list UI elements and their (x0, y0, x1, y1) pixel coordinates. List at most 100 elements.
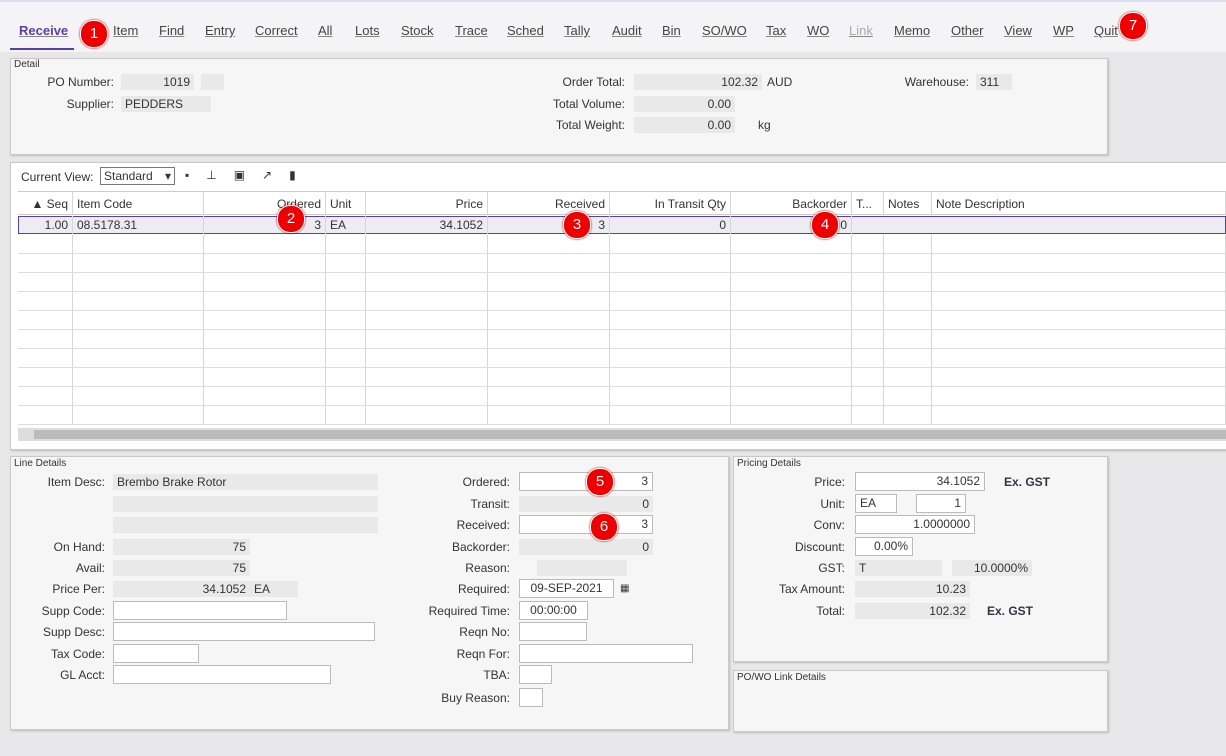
empty-cell (884, 273, 932, 292)
menu-tab[interactable]: SO/WO (702, 23, 747, 38)
readonly-field (113, 496, 378, 512)
grid-cell: 3 (204, 216, 326, 234)
column-header[interactable]: Backorder (731, 191, 852, 215)
empty-cell (731, 349, 852, 368)
menu-tab[interactable]: Audit (612, 23, 642, 38)
input-field[interactable] (113, 622, 375, 641)
empty-cell (488, 254, 610, 273)
input-field[interactable] (519, 644, 693, 663)
scrollbar[interactable] (18, 428, 1226, 441)
field-label: Price: (814, 475, 845, 489)
column-header[interactable]: Unit (326, 191, 366, 215)
menu-tab[interactable]: Receive (19, 23, 69, 38)
empty-cell (884, 349, 932, 368)
empty-cell (932, 254, 1226, 273)
menu-tab[interactable]: Lots (355, 23, 380, 38)
field-label: GST: (818, 561, 845, 575)
column-header[interactable]: Item Code (73, 191, 204, 215)
field-label: On Hand: (53, 540, 105, 554)
menu-tab[interactable]: WP (1053, 23, 1074, 38)
empty-cell (610, 235, 731, 254)
annotation-badge: 6 (590, 513, 618, 541)
empty-cell (18, 387, 73, 406)
empty-cell (932, 311, 1226, 330)
annotation-badge: 4 (811, 211, 839, 239)
menu-tab[interactable]: Item (113, 23, 139, 38)
empty-cell (731, 311, 852, 330)
column-header[interactable]: Price (366, 191, 488, 215)
input-field[interactable]: 00:00:00 (519, 601, 588, 620)
input-field[interactable] (519, 688, 543, 707)
field-label: Supplier: (66, 97, 114, 111)
input-field[interactable]: 09-SEP-2021 (519, 579, 614, 598)
column-header[interactable]: Ordered (204, 191, 326, 215)
active-tab-indicator (10, 48, 74, 50)
empty-cell (73, 235, 204, 254)
empty-cell (488, 349, 610, 368)
empty-cell (610, 311, 731, 330)
empty-cell (731, 254, 852, 273)
field-label: Supp Desc: (42, 625, 105, 639)
input-field[interactable] (113, 601, 287, 620)
input-field[interactable]: 1 (916, 494, 966, 513)
menu-tab[interactable]: Tally (564, 23, 591, 38)
empty-cell (852, 349, 884, 368)
column-header[interactable]: Notes (884, 191, 932, 215)
readonly-field: 75 (113, 560, 250, 576)
grid-cell: 0 (610, 216, 731, 234)
grid-cell: 1.00 (18, 216, 73, 234)
calendar-icon[interactable]: ▦ (620, 583, 630, 594)
menu-tab[interactable]: Stock (401, 23, 434, 38)
menu-tab[interactable]: Tax (766, 23, 787, 38)
field-unit: kg (758, 118, 771, 132)
column-header[interactable]: Note Description (932, 191, 1226, 215)
input-field[interactable] (113, 644, 199, 663)
menu-tab[interactable]: Other (951, 23, 984, 38)
readonly-field (113, 517, 378, 533)
panel-title: Line Details (14, 458, 67, 469)
menu-tab[interactable]: Bin (662, 23, 681, 38)
input-field[interactable]: EA (855, 494, 897, 513)
menu-tab[interactable]: Trace (455, 23, 488, 38)
empty-cell (366, 273, 488, 292)
input-field[interactable] (519, 622, 587, 641)
field-label: Reqn No: (459, 625, 510, 639)
column-header[interactable]: T... (852, 191, 884, 215)
menu-tab[interactable]: Entry (205, 23, 236, 38)
menu-tab[interactable]: View (1004, 23, 1032, 38)
input-field[interactable]: 34.1052 (855, 472, 985, 491)
column-header[interactable]: Received (488, 191, 610, 215)
empty-cell (73, 368, 204, 387)
annotation-badge: 7 (1119, 12, 1147, 40)
empty-cell (852, 387, 884, 406)
empty-cell (204, 387, 326, 406)
column-header[interactable]: ▲ Seq (18, 191, 73, 215)
input-field[interactable] (113, 665, 331, 684)
menu-tab[interactable]: All (318, 23, 333, 38)
readonly-field: PEDDERS (121, 96, 211, 112)
empty-cell (73, 349, 204, 368)
field-label: GL Acct: (60, 668, 105, 682)
input-field[interactable]: 1.0000000 (855, 515, 975, 534)
menu-tab[interactable]: Sched (507, 23, 544, 38)
readonly-field: Brembo Brake Rotor (113, 474, 378, 490)
menu-tab[interactable]: WO (807, 23, 830, 38)
grid-cell: EA (326, 216, 366, 234)
field-label: Buy Reason: (441, 691, 510, 705)
empty-cell (204, 292, 326, 311)
input-field[interactable] (519, 665, 552, 684)
menu-tab[interactable]: Quit (1094, 23, 1118, 38)
menu-tab[interactable]: Memo (894, 23, 931, 38)
toolbar-icons[interactable]: ▪⊥▣↗▮ (185, 168, 313, 182)
column-header[interactable]: In Transit Qty (610, 191, 731, 215)
menu-tab[interactable]: Correct (255, 23, 298, 38)
empty-cell (731, 273, 852, 292)
empty-cell (204, 330, 326, 349)
view-select[interactable]: Standard ▾ (100, 167, 175, 185)
scroll-thumb[interactable] (34, 430, 1226, 439)
menu-tab[interactable]: Link (849, 23, 873, 38)
input-field[interactable]: 0.00% (855, 537, 913, 556)
input-field[interactable]: 3 (519, 515, 653, 534)
field-label: Reason: (465, 561, 510, 575)
menu-tab[interactable]: Find (159, 23, 185, 38)
